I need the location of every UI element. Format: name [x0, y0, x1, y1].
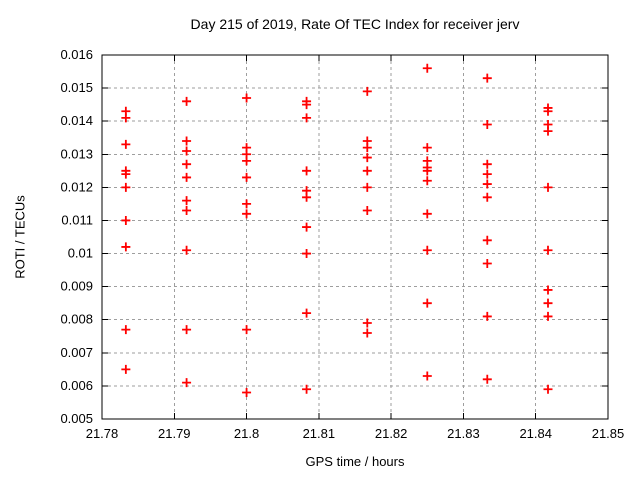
data-point-marker: [543, 384, 553, 394]
data-point-marker: [242, 209, 252, 219]
data-point-marker: [121, 215, 131, 225]
data-point-marker: [362, 328, 372, 338]
data-point-marker: [482, 159, 492, 169]
data-point-marker: [422, 209, 432, 219]
x-tick-label: 21.81: [303, 426, 336, 441]
data-point-marker: [482, 192, 492, 202]
data-point-marker: [121, 325, 131, 335]
data-point-marker: [362, 143, 372, 153]
y-tick-label: 0.012: [60, 179, 93, 194]
data-point-marker: [302, 384, 312, 394]
data-point-marker: [242, 93, 252, 103]
y-tick-label: 0.014: [60, 113, 93, 128]
data-point-marker: [121, 113, 131, 123]
y-tick-label: 0.005: [60, 411, 93, 426]
y-tick-label: 0.01: [68, 246, 93, 261]
data-point-marker: [422, 176, 432, 186]
x-axis-label: GPS time / hours: [305, 454, 405, 469]
x-tick-label: 21.83: [447, 426, 480, 441]
data-point-marker: [362, 166, 372, 176]
data-point-marker: [362, 206, 372, 216]
data-point-marker: [302, 222, 312, 232]
y-tick-label: 0.006: [60, 378, 93, 393]
data-point-marker: [362, 153, 372, 163]
y-tick-label: 0.015: [60, 80, 93, 95]
data-point-marker: [482, 235, 492, 245]
data-point-marker: [242, 172, 252, 182]
data-point-marker: [422, 371, 432, 381]
data-point-marker: [482, 179, 492, 189]
data-point-marker: [362, 318, 372, 328]
data-point-marker: [422, 245, 432, 255]
data-point-marker: [182, 146, 192, 156]
x-tick-label: 21.85: [592, 426, 625, 441]
data-point-marker: [182, 172, 192, 182]
data-point-marker: [543, 285, 553, 295]
data-point-marker: [543, 311, 553, 321]
x-tick-label: 21.79: [158, 426, 191, 441]
data-point-marker: [543, 182, 553, 192]
data-point-marker: [182, 245, 192, 255]
y-tick-label: 0.013: [60, 146, 93, 161]
data-point-marker: [422, 298, 432, 308]
data-point-marker: [242, 156, 252, 166]
data-point-marker: [302, 192, 312, 202]
data-point-marker: [482, 169, 492, 179]
data-point-marker: [543, 245, 553, 255]
data-point-marker: [242, 325, 252, 335]
data-point-marker: [302, 308, 312, 318]
data-point-marker: [482, 311, 492, 321]
data-point-marker: [543, 298, 553, 308]
data-point-marker: [121, 169, 131, 179]
data-point-marker: [482, 258, 492, 268]
data-point-marker: [121, 242, 131, 252]
y-tick-label: 0.008: [60, 312, 93, 327]
data-point-marker: [121, 139, 131, 149]
data-point-marker: [422, 166, 432, 176]
data-point-marker: [182, 136, 192, 146]
data-point-marker: [242, 199, 252, 209]
data-point-marker: [362, 86, 372, 96]
x-tick-label: 21.8: [234, 426, 259, 441]
data-point-marker: [182, 325, 192, 335]
plot-frame: [101, 54, 609, 420]
data-point-marker: [543, 106, 553, 116]
data-point-marker: [422, 63, 432, 73]
x-tick-label: 21.82: [375, 426, 408, 441]
data-point-marker: [482, 73, 492, 83]
data-point-marker: [422, 143, 432, 153]
data-point-marker: [362, 182, 372, 192]
x-tick-label: 21.84: [519, 426, 552, 441]
data-point-marker: [302, 113, 312, 123]
data-point-marker: [121, 182, 131, 192]
chart-title: Day 215 of 2019, Rate Of TEC Index for r…: [190, 16, 520, 32]
data-point-marker: [302, 249, 312, 259]
data-point-marker: [182, 206, 192, 216]
y-tick-label: 0.011: [61, 212, 93, 227]
data-point-marker: [543, 126, 553, 136]
data-point-marker: [182, 96, 192, 106]
data-point-marker: [182, 196, 192, 206]
data-point-marker: [121, 364, 131, 374]
data-point-marker: [182, 378, 192, 388]
data-point-marker: [302, 100, 312, 110]
data-point-marker: [482, 119, 492, 129]
y-tick-label: 0.016: [60, 47, 93, 62]
y-tick-label: 0.007: [60, 345, 93, 360]
x-tick-label: 21.78: [86, 426, 119, 441]
data-point-marker: [482, 374, 492, 384]
data-point-marker: [182, 159, 192, 169]
y-tick-label: 0.009: [60, 279, 93, 294]
data-point-marker: [242, 388, 252, 398]
data-point-marker: [302, 166, 312, 176]
